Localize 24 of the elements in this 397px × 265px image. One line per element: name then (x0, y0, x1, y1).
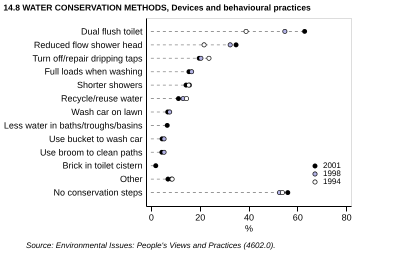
x-tick-label: 0 (148, 212, 154, 222)
y-tick-label: No conservation steps (53, 188, 143, 198)
legend-label: 2001 (323, 161, 342, 170)
y-tick-label: Recycle/reuse water (60, 94, 142, 104)
y-tick-label: Use bucket to wash car (48, 134, 142, 144)
legend-label: 1998 (323, 169, 342, 178)
y-tick-label: Turn off/repair dripping taps (32, 53, 143, 64)
y-tick-label: Wash car on lawn (71, 107, 142, 117)
y-tick-label: Shorter showers (76, 80, 143, 90)
y-tick-label: Full loads when washing (44, 66, 142, 77)
x-tick-label: 40 (244, 212, 254, 222)
y-tick-label: Dual flush toilet (80, 26, 143, 36)
x-tick-label: 80 (342, 212, 352, 222)
x-tick-label: 60 (292, 212, 303, 222)
y-tick-label: Reduced flow shower head (34, 40, 142, 50)
x-axis-title: % (244, 224, 254, 234)
y-tick-label: Other (120, 174, 142, 184)
y-tick-label: Brick in toilet cistern (62, 160, 142, 171)
y-tick-label: Less water in baths/troughs/basins (4, 120, 143, 130)
x-tick-label: 20 (195, 212, 206, 222)
chart-title: 14.8 WATER CONSERVATION METHODS, Devices and behavioural practices (3, 2, 312, 12)
legend-label: 1994 (323, 177, 342, 186)
y-tick-label: Use broom to clean paths (40, 147, 143, 158)
source-note: Source: Environmental Issues: People's Views and Practices (4602.0). (26, 241, 276, 250)
